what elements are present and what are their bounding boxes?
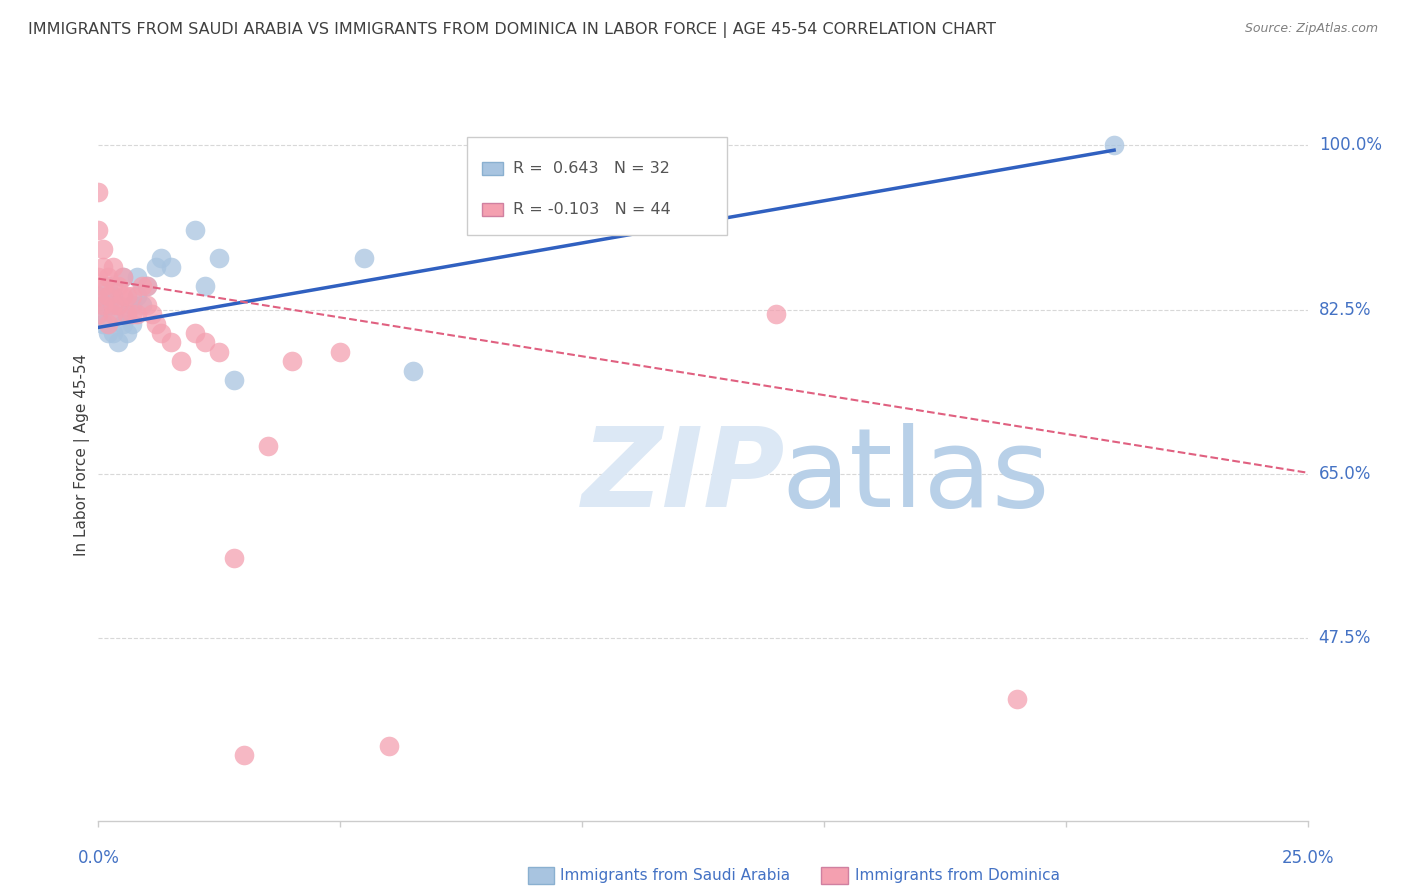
Point xyxy=(127,269,149,284)
FancyBboxPatch shape xyxy=(482,161,503,175)
Point xyxy=(121,317,143,331)
Point xyxy=(91,298,114,312)
Point xyxy=(91,298,114,312)
Point xyxy=(97,317,120,331)
Point xyxy=(117,307,139,321)
Point xyxy=(141,307,163,321)
Text: ZIP: ZIP xyxy=(582,424,786,531)
Point xyxy=(145,260,167,275)
Point xyxy=(87,288,110,302)
Point xyxy=(101,298,124,312)
Point xyxy=(101,279,124,293)
Text: 0.0%: 0.0% xyxy=(77,849,120,867)
Point xyxy=(111,269,134,284)
Point xyxy=(117,326,139,340)
Point xyxy=(160,260,183,275)
Point xyxy=(107,298,129,312)
Point xyxy=(87,223,110,237)
Point xyxy=(91,260,114,275)
FancyBboxPatch shape xyxy=(467,136,727,235)
Point xyxy=(135,298,157,312)
Point xyxy=(184,326,207,340)
Point xyxy=(131,298,153,312)
Point xyxy=(87,307,110,321)
FancyBboxPatch shape xyxy=(821,867,848,884)
Text: Immigrants from Dominica: Immigrants from Dominica xyxy=(855,868,1060,883)
Point xyxy=(222,551,245,566)
Point xyxy=(101,260,124,275)
Point xyxy=(160,335,183,350)
Text: 65.0%: 65.0% xyxy=(1319,465,1371,483)
Y-axis label: In Labor Force | Age 45-54: In Labor Force | Age 45-54 xyxy=(75,354,90,556)
Point xyxy=(87,307,110,321)
Point xyxy=(101,288,124,302)
Text: atlas: atlas xyxy=(782,424,1050,531)
Text: 47.5%: 47.5% xyxy=(1319,629,1371,647)
Point xyxy=(150,326,173,340)
Text: 100.0%: 100.0% xyxy=(1319,136,1382,154)
Point xyxy=(87,269,110,284)
Text: R =  0.643   N = 32: R = 0.643 N = 32 xyxy=(513,161,671,176)
Point xyxy=(111,317,134,331)
Point xyxy=(194,335,217,350)
Point xyxy=(121,298,143,312)
Text: 82.5%: 82.5% xyxy=(1319,301,1371,318)
Point xyxy=(377,739,399,753)
Point xyxy=(121,307,143,321)
Point xyxy=(107,298,129,312)
Point xyxy=(111,269,134,284)
Point xyxy=(169,354,191,368)
Point xyxy=(111,288,134,302)
Point xyxy=(101,326,124,340)
Point xyxy=(145,317,167,331)
Text: Immigrants from Saudi Arabia: Immigrants from Saudi Arabia xyxy=(561,868,790,883)
Text: 25.0%: 25.0% xyxy=(1281,849,1334,867)
Point xyxy=(117,288,139,302)
Point xyxy=(232,747,254,762)
Point xyxy=(329,344,352,359)
Point xyxy=(97,298,120,312)
FancyBboxPatch shape xyxy=(482,203,503,217)
Point xyxy=(101,307,124,321)
Point xyxy=(91,317,114,331)
Point xyxy=(353,251,375,265)
Point xyxy=(402,363,425,377)
Point xyxy=(101,307,124,321)
Point xyxy=(87,186,110,200)
Point xyxy=(281,354,304,368)
Point xyxy=(1007,691,1029,706)
Point xyxy=(97,288,120,302)
Point xyxy=(131,279,153,293)
Point xyxy=(135,279,157,293)
Text: IMMIGRANTS FROM SAUDI ARABIA VS IMMIGRANTS FROM DOMINICA IN LABOR FORCE | AGE 45: IMMIGRANTS FROM SAUDI ARABIA VS IMMIGRAN… xyxy=(28,22,995,38)
Point xyxy=(765,307,787,321)
Point xyxy=(97,269,120,284)
Point xyxy=(222,373,245,387)
Point xyxy=(121,288,143,302)
Point xyxy=(256,438,278,452)
Point xyxy=(127,288,149,302)
Point xyxy=(107,279,129,293)
Point xyxy=(107,335,129,350)
Point xyxy=(97,279,120,293)
Point xyxy=(208,251,231,265)
Point xyxy=(208,344,231,359)
Point xyxy=(87,288,110,302)
Point xyxy=(91,242,114,256)
Text: Source: ZipAtlas.com: Source: ZipAtlas.com xyxy=(1244,22,1378,36)
Point xyxy=(97,326,120,340)
Point xyxy=(184,223,207,237)
Point xyxy=(150,251,173,265)
Text: R = -0.103   N = 44: R = -0.103 N = 44 xyxy=(513,202,671,218)
Point xyxy=(194,279,217,293)
Point xyxy=(91,279,114,293)
Point xyxy=(117,307,139,321)
Point xyxy=(1102,138,1125,153)
Point xyxy=(127,307,149,321)
Point xyxy=(135,279,157,293)
FancyBboxPatch shape xyxy=(527,867,554,884)
